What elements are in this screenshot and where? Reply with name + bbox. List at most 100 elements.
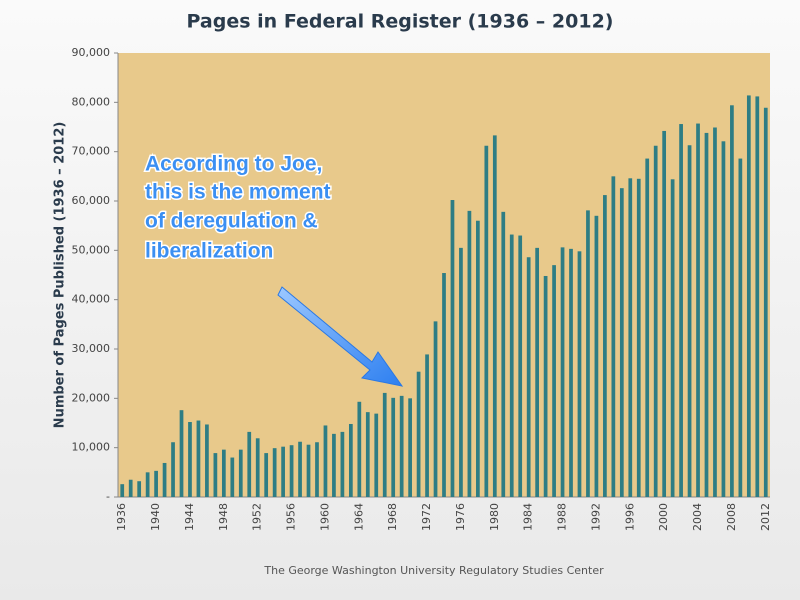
- bar: [755, 96, 760, 497]
- x-tick-label: 2004: [691, 503, 704, 531]
- source-note: The George Washington University Regulat…: [263, 564, 604, 577]
- x-tick-label: 1940: [149, 503, 162, 531]
- bar: [713, 127, 717, 497]
- x-tick-label: 2012: [759, 503, 772, 531]
- bar: [188, 422, 192, 497]
- bar: [442, 273, 446, 497]
- bar: [738, 158, 743, 497]
- bar: [154, 470, 158, 497]
- bar: [348, 423, 353, 497]
- x-tick-label: 1948: [217, 503, 230, 531]
- y-axis-label: Number of Pages Published (1936 – 2012): [53, 122, 68, 429]
- bar: [459, 247, 463, 497]
- bar: [374, 413, 379, 497]
- y-tick-label: -: [106, 490, 110, 503]
- bar: [509, 234, 514, 497]
- annotation-line: of deregulation &: [145, 210, 318, 233]
- y-tick-label: 40,000: [72, 293, 111, 306]
- bar: [162, 462, 167, 497]
- bar: [653, 145, 658, 497]
- bar: [679, 124, 683, 497]
- y-tick-label: 30,000: [72, 342, 111, 355]
- bar: [619, 188, 624, 497]
- x-tick-label: 1992: [589, 503, 602, 531]
- bar: [323, 425, 328, 497]
- bar: [425, 354, 429, 497]
- y-tick-label: 50,000: [72, 243, 111, 256]
- bar: [213, 453, 218, 497]
- bar: [721, 141, 726, 497]
- bar: [340, 431, 345, 497]
- x-tick-label: 1944: [183, 503, 196, 531]
- bar: [382, 392, 387, 497]
- bar: [433, 321, 438, 497]
- bar: [365, 412, 370, 497]
- bar: [332, 433, 336, 497]
- bar: [205, 424, 209, 497]
- y-tick-label: 90,000: [72, 46, 111, 59]
- bars: [120, 95, 768, 498]
- bar: [535, 247, 540, 497]
- x-tick-label: 2008: [725, 503, 738, 531]
- y-tick-label: 70,000: [72, 145, 111, 158]
- annotation-line: According to Joe,: [145, 153, 322, 176]
- x-tick-label: 1972: [420, 503, 433, 531]
- bar: [315, 442, 319, 497]
- bar: [696, 123, 700, 498]
- annotation-line: liberalization: [145, 240, 273, 263]
- y-tick-label: 80,000: [72, 95, 111, 108]
- bar: [298, 441, 302, 497]
- annotation-arrow: [277, 286, 404, 387]
- bar: [577, 251, 582, 497]
- bar: [137, 481, 142, 497]
- bar: [594, 215, 599, 498]
- bar: [569, 248, 573, 497]
- bar: [196, 420, 201, 497]
- x-tick-label: 2000: [657, 503, 670, 531]
- bar: [391, 397, 396, 497]
- bar: [264, 453, 269, 497]
- bar: [179, 410, 184, 497]
- bar: [518, 235, 523, 498]
- bar: [526, 257, 531, 497]
- bar: [128, 479, 133, 497]
- bar: [221, 449, 226, 497]
- bar: [306, 444, 311, 497]
- bar: [746, 95, 751, 497]
- chart-title: Pages in Federal Register (1936 – 2012): [187, 11, 614, 33]
- x-tick-label: 1996: [623, 503, 636, 531]
- bar: [670, 179, 675, 497]
- bar: [636, 178, 641, 498]
- bar: [476, 220, 480, 497]
- x-tick-label: 1980: [488, 503, 501, 531]
- bar: [247, 431, 252, 497]
- x-tick-label: 1936: [115, 503, 128, 531]
- bar: [492, 135, 497, 498]
- annotation-line: this is the moment: [145, 181, 331, 204]
- bar: [450, 200, 455, 497]
- bar: [560, 247, 565, 497]
- bar: [645, 158, 650, 497]
- x-tick-label: 1960: [318, 503, 331, 531]
- x-tick-label: 1968: [386, 503, 399, 531]
- bar: [628, 178, 633, 497]
- bar: [730, 105, 734, 497]
- bar: [171, 442, 175, 497]
- bar: [704, 132, 709, 498]
- bar: [145, 472, 150, 497]
- x-tick-label: 1984: [522, 503, 535, 531]
- bar: [603, 195, 607, 497]
- bar: [543, 275, 548, 497]
- bar: [255, 438, 260, 497]
- bar: [238, 449, 243, 497]
- bar: [416, 371, 421, 497]
- y-tick-label: 20,000: [72, 391, 111, 404]
- bar: [501, 211, 506, 497]
- y-tick-label: 60,000: [72, 194, 111, 207]
- x-tick-label: 1976: [454, 503, 467, 531]
- x-tick-label: 1952: [251, 503, 264, 531]
- bar: [662, 130, 667, 498]
- bar: [552, 265, 556, 497]
- bar: [357, 401, 362, 497]
